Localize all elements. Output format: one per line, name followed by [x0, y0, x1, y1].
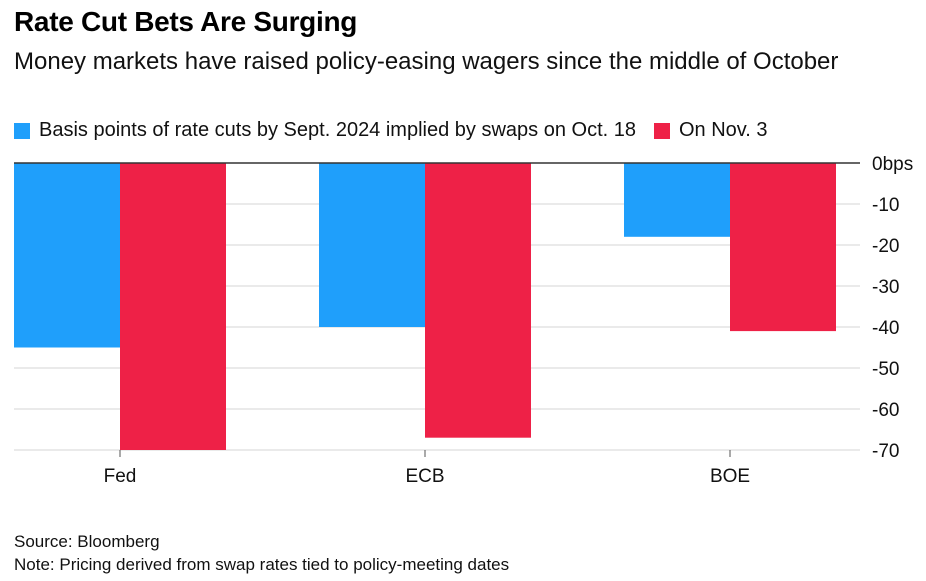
legend-swatch-oct18 [14, 122, 30, 139]
bar-fed-oct18 [14, 163, 120, 348]
chart-subtitle: Money markets have raised policy-easing … [14, 48, 839, 75]
y-tick-label: 0bps [872, 154, 913, 175]
y-tick-label: -60 [872, 400, 899, 421]
y-tick-label: -30 [872, 277, 899, 298]
legend: Basis points of rate cuts by Sept. 2024 … [14, 119, 786, 142]
bar-boe-nov3 [730, 163, 836, 332]
bar-chart: 0bps -10 -20 -30 -40 -50 -60 -70 Fed ECB BOE [14, 154, 913, 487]
chart-title: Rate Cut Bets Are Surging [14, 6, 358, 37]
methodology-note: Note: Pricing derived from swap rates ti… [14, 555, 510, 574]
source-note: Source: Bloomberg [14, 532, 160, 551]
y-tick-label: -40 [872, 318, 899, 339]
y-tick-label: -10 [872, 195, 899, 216]
legend-label-oct18: Basis points of rate cuts by Sept. 2024 … [39, 119, 636, 141]
bar-boe-oct18 [624, 163, 730, 237]
x-category-label: Fed [104, 466, 137, 487]
bar-ecb-nov3 [425, 163, 531, 438]
legend-item-nov3: On Nov. 3 [653, 119, 768, 142]
legend-label-nov3: On Nov. 3 [678, 119, 768, 141]
y-tick-label: -20 [872, 236, 899, 257]
x-category-label: ECB [405, 466, 444, 487]
y-tick-label: -50 [872, 359, 899, 380]
legend-swatch-nov3 [653, 122, 670, 139]
legend-item-oct18: Basis points of rate cuts by Sept. 2024 … [14, 119, 636, 142]
y-tick-label: -70 [872, 441, 899, 462]
x-category-label: BOE [710, 466, 750, 487]
bar-ecb-oct18 [319, 163, 425, 327]
bar-fed-nov3 [120, 163, 226, 450]
